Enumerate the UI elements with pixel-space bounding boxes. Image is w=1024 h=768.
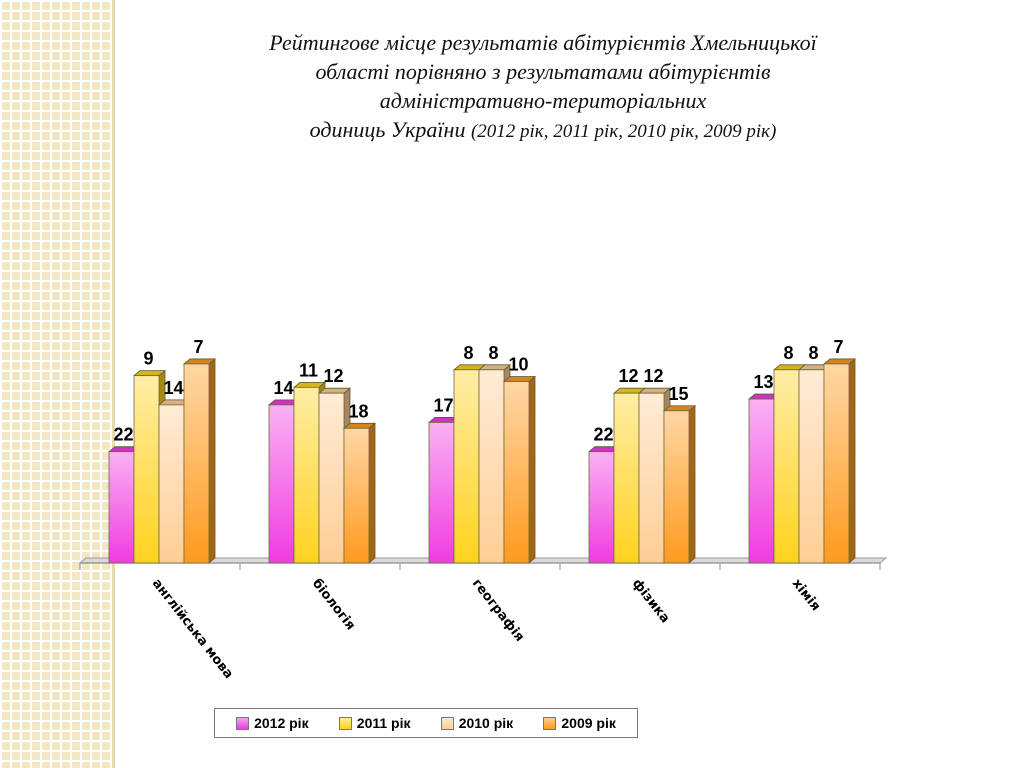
bar-value-label: 8 bbox=[783, 343, 793, 363]
bar-value-label: 12 bbox=[323, 366, 343, 386]
bar-value-label: 22 bbox=[593, 425, 613, 445]
legend-swatch bbox=[236, 716, 250, 730]
bar-value-label: 22 bbox=[113, 425, 133, 445]
bar bbox=[613, 392, 640, 564]
bar bbox=[428, 422, 455, 564]
bar bbox=[798, 369, 825, 564]
category-label: англійська мова bbox=[149, 576, 236, 682]
bar-side bbox=[528, 375, 536, 564]
bar-value-label: 11 bbox=[299, 360, 318, 380]
bar bbox=[588, 451, 615, 564]
bar-value-label: 9 bbox=[143, 349, 153, 369]
category-label: географія bbox=[469, 576, 527, 644]
bar bbox=[293, 386, 320, 564]
bar bbox=[773, 369, 800, 564]
side-divider bbox=[112, 0, 115, 768]
bar bbox=[318, 392, 345, 564]
bar bbox=[133, 375, 160, 564]
bar bbox=[638, 392, 665, 564]
bar-value-label: 10 bbox=[508, 355, 528, 375]
bar-top bbox=[292, 381, 327, 388]
category-label: фізика bbox=[629, 576, 673, 626]
bar-value-label: 18 bbox=[348, 401, 368, 421]
legend-label: 2009 рік bbox=[561, 715, 616, 731]
legend-label: 2010 рік bbox=[458, 715, 514, 731]
bar bbox=[158, 404, 185, 564]
bar-side bbox=[688, 404, 696, 564]
title-line-1: Рейтингове місце результатів абітурієнті… bbox=[269, 30, 817, 55]
bar-value-label: 7 bbox=[833, 337, 843, 357]
bar-top bbox=[502, 376, 537, 382]
bar-top bbox=[182, 358, 217, 365]
bar bbox=[453, 369, 480, 564]
title-line-4: одиниць України (2012 рік, 2011 рік, 201… bbox=[118, 115, 968, 146]
bar-value-label: 8 bbox=[808, 343, 818, 363]
title-line-3: адміністративно-територіальних bbox=[379, 88, 707, 113]
bar bbox=[478, 369, 505, 564]
legend-item: 2010 рік bbox=[440, 715, 514, 731]
bar-top bbox=[477, 364, 512, 371]
bar bbox=[663, 410, 690, 564]
legend-label: 2011 рік bbox=[356, 715, 411, 731]
legend-item: 2012 рік bbox=[236, 715, 309, 731]
title-region: одиниць України bbox=[309, 117, 466, 142]
bar-value-label: 8 bbox=[488, 343, 498, 363]
bar-top bbox=[637, 387, 672, 394]
bar-top bbox=[662, 405, 697, 412]
bar-value-label: 8 bbox=[463, 343, 473, 363]
bar-side bbox=[368, 422, 376, 564]
bar-side bbox=[848, 358, 856, 564]
bar-top bbox=[822, 358, 857, 365]
bar-top bbox=[342, 422, 377, 429]
chart-legend: 2012 рік 2011 рік 2010 рік 2009 рік bbox=[214, 708, 638, 738]
bar bbox=[108, 451, 135, 564]
legend-swatch bbox=[543, 716, 557, 730]
title-line-2: області порівняно з результатами абітурі… bbox=[315, 59, 771, 84]
bar-value-label: 7 bbox=[193, 337, 203, 357]
bar bbox=[268, 404, 295, 564]
legend-item: 2009 рік bbox=[543, 715, 616, 731]
chart-title: Рейтингове місце результатів абітурієнті… bbox=[118, 28, 968, 146]
bar-value-label: 14 bbox=[273, 378, 293, 398]
bar-value-label: 17 bbox=[433, 395, 453, 415]
title-years: (2012 рік, 2011 рік, 2010 рік, 2009 рік) bbox=[470, 121, 777, 142]
category-label: хімія bbox=[789, 576, 823, 614]
legend-label: 2012 рік bbox=[254, 715, 309, 731]
bar-top bbox=[132, 370, 167, 377]
bar bbox=[343, 427, 370, 564]
bar bbox=[183, 363, 210, 564]
bar-top bbox=[317, 387, 352, 394]
category-label: біологія bbox=[309, 576, 358, 633]
legend-swatch bbox=[440, 716, 454, 730]
bar-value-label: 15 bbox=[668, 384, 688, 404]
bar bbox=[748, 398, 775, 564]
bar bbox=[823, 363, 850, 564]
bar bbox=[503, 381, 530, 564]
bar-value-label: 12 bbox=[618, 366, 638, 386]
legend-swatch bbox=[338, 716, 352, 730]
bar-value-label: 12 bbox=[643, 366, 663, 386]
legend-item: 2011 рік bbox=[338, 715, 411, 731]
bar-side bbox=[208, 358, 216, 564]
bar-value-label: 14 bbox=[163, 378, 183, 398]
bar-value-label: 13 bbox=[753, 372, 773, 392]
side-decoration bbox=[0, 0, 112, 768]
